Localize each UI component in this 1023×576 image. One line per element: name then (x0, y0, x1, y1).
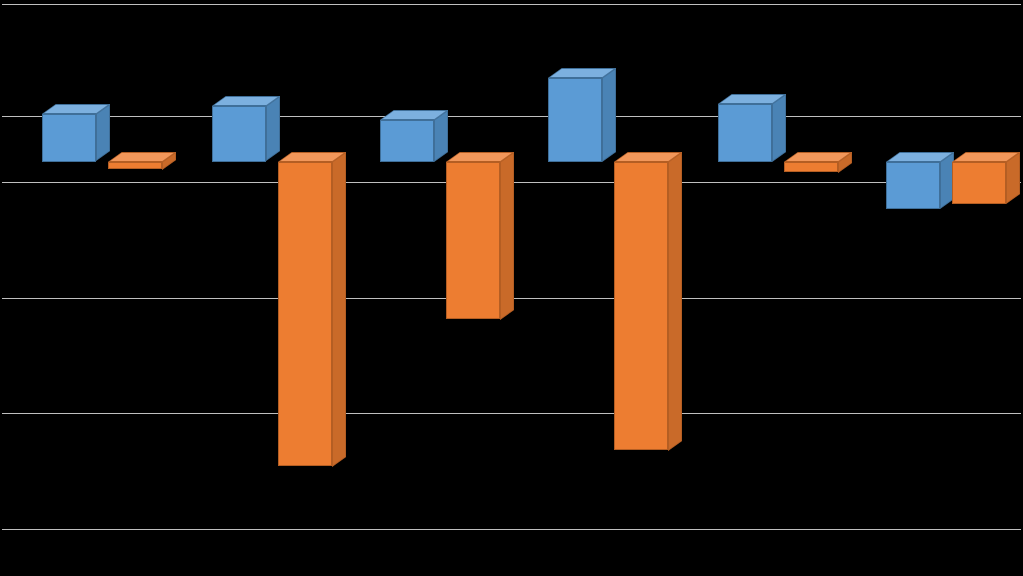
gridline (2, 413, 1021, 414)
gridline (2, 529, 1021, 530)
bar-chart-3d (0, 0, 1023, 576)
gridline (2, 116, 1021, 117)
gridline (2, 4, 1021, 5)
